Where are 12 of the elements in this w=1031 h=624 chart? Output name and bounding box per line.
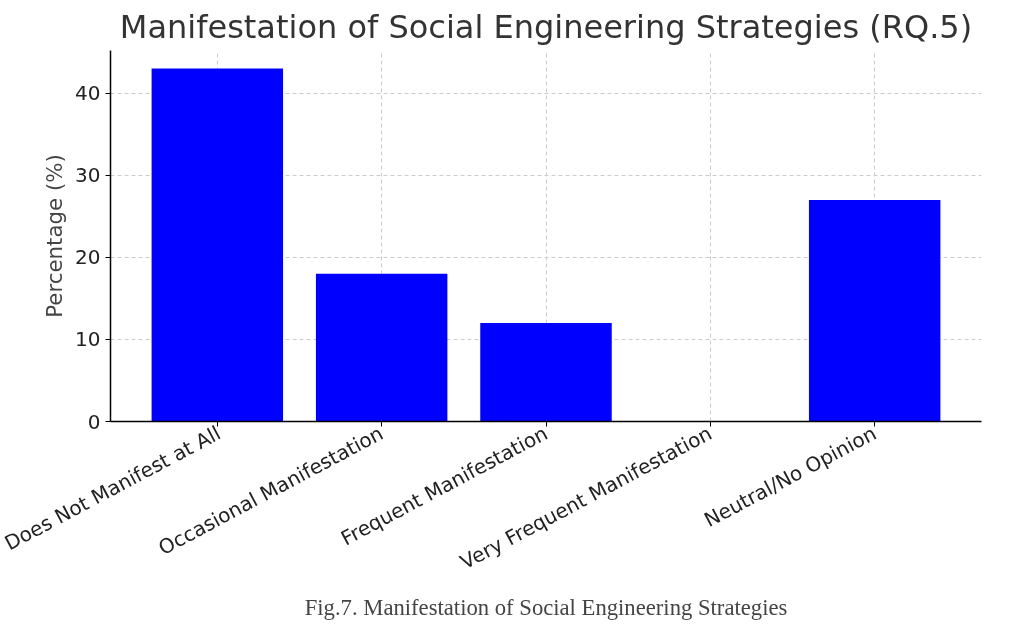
chart-title: Manifestation of Social Engineering Strategies (RQ.5) <box>119 7 973 46</box>
y-tick-label: 30 <box>75 163 101 188</box>
bar <box>808 199 941 422</box>
y-tick-label: 40 <box>75 81 101 106</box>
bar <box>151 68 284 422</box>
bar <box>480 323 612 422</box>
caption: Fig.7. Manifestation of Social Engineering Strategies <box>304 594 788 620</box>
y-axis-title: Percentage (%) <box>42 154 68 318</box>
bar <box>315 273 448 422</box>
y-tick-label: 0 <box>87 409 101 434</box>
y-tick-label: 10 <box>75 327 101 352</box>
y-tick-label: 20 <box>75 245 101 270</box>
